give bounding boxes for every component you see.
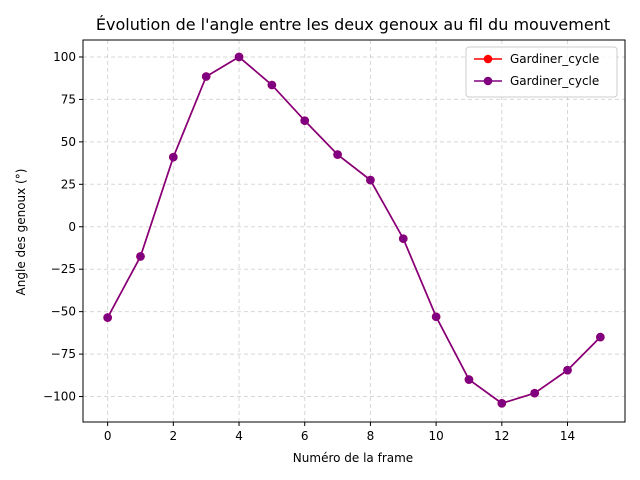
legend-item: Gardiner_cycle: [474, 52, 599, 66]
legend-label: Gardiner_cycle: [510, 52, 599, 66]
y-tick-label: 50: [61, 135, 76, 149]
y-tick-label: −50: [51, 305, 76, 319]
y-tick-label: 100: [53, 50, 76, 64]
data-point: [169, 152, 178, 162]
plot-area: [103, 52, 605, 408]
data-point: [136, 252, 145, 261]
x-tick-label: 10: [428, 429, 443, 443]
y-axis-label: Angle des genoux (°): [14, 169, 28, 296]
x-tick-label: 4: [235, 429, 243, 443]
data-point: [267, 80, 277, 90]
y-tick-label: 0: [68, 220, 76, 234]
data-point: [563, 365, 572, 375]
legend-marker: [483, 54, 493, 64]
data-point: [398, 234, 408, 243]
data-point: [103, 313, 112, 322]
x-tick-label: 6: [301, 429, 309, 443]
chart-title: Évolution de l'angle entre les deux geno…: [96, 15, 610, 34]
y-tick-label: 75: [61, 92, 76, 106]
legend: Gardiner_cycle Gardiner_cycle: [465, 46, 618, 98]
x-axis-label: Numéro de la frame: [293, 451, 413, 465]
data-point: [431, 312, 441, 322]
legend-box: [465, 46, 618, 98]
data-point: [366, 175, 375, 185]
legend-label: Gardiner_cycle: [510, 74, 599, 88]
y-axis: −100 −75 −50 −25 0 25 50 75 100: [43, 50, 83, 404]
data-point: [333, 150, 342, 159]
x-tick-label: 12: [494, 429, 509, 443]
data-point: [596, 332, 605, 342]
y-tick-label: −75: [51, 347, 76, 361]
data-point: [300, 116, 310, 125]
x-tick-label: 14: [560, 429, 575, 443]
x-axis: 0 2 4 6 8 10 12 14: [104, 422, 575, 443]
series-2: [103, 52, 605, 408]
series-line: [106, 56, 601, 405]
data-point: [530, 388, 539, 398]
y-tick-label: 25: [61, 177, 76, 191]
legend-marker: [483, 76, 493, 86]
axes-frame: [82, 39, 626, 423]
data-point: [234, 52, 244, 62]
data-point: [201, 72, 211, 81]
y-tick-label: −25: [51, 262, 76, 276]
data-point: [497, 399, 507, 408]
x-tick-label: 8: [367, 429, 375, 443]
legend-item: Gardiner_cycle: [474, 74, 599, 88]
x-tick-label: 0: [104, 429, 112, 443]
y-tick-label: −100: [43, 390, 76, 404]
data-point: [464, 375, 474, 384]
x-tick-label: 2: [170, 429, 178, 443]
